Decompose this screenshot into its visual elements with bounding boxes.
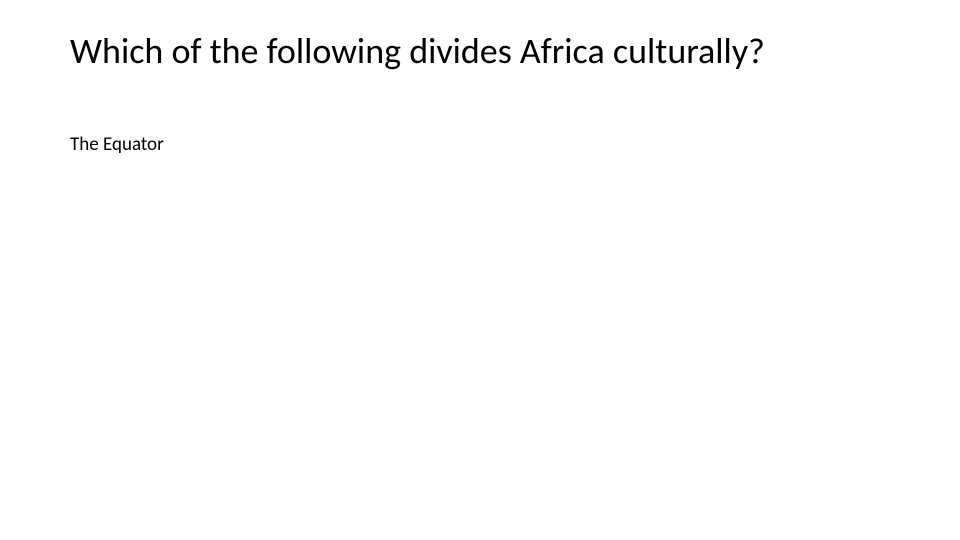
slide-title: Which of the following divides Africa cu…	[70, 30, 890, 73]
slide-container: Which of the following divides Africa cu…	[0, 0, 960, 540]
slide-body-text: The Equator	[70, 133, 890, 158]
